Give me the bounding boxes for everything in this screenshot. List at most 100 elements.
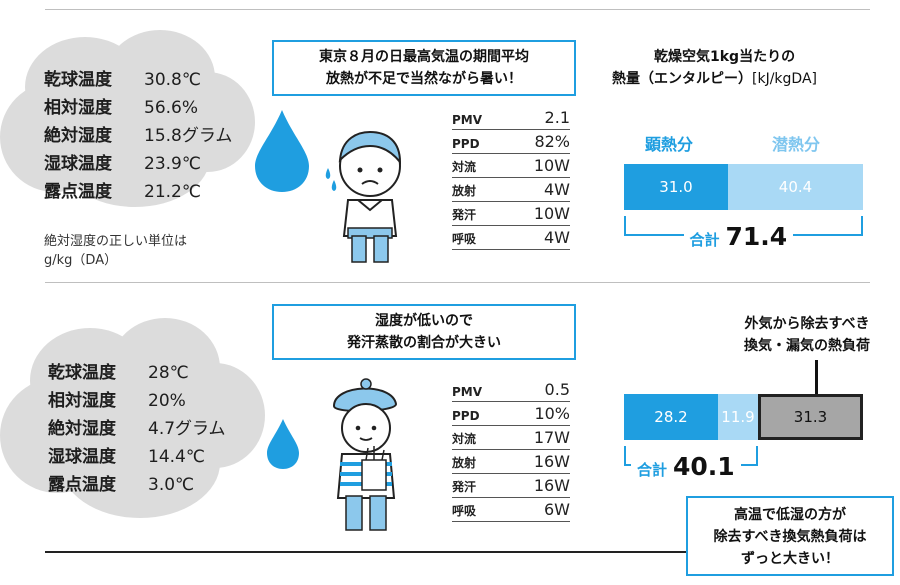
ventilation-load-label: 外気から除去すべき 換気・漏気の熱負荷 bbox=[722, 313, 892, 357]
top-speech-line2: 放熱が不足で当然ながら暑い！ bbox=[326, 71, 522, 87]
bottom-speech-line1: 湿度が低いので bbox=[375, 313, 473, 329]
unit-note-line2: g/kg（DA） bbox=[44, 253, 118, 268]
condition-value: 3.0℃ bbox=[148, 475, 195, 495]
callout-box: 高温で低湿の方が 除去すべき換気熱負荷は ずっと大きい！ bbox=[686, 496, 894, 576]
bar-value-label: 28.2 bbox=[654, 408, 688, 426]
condition-row: 露点温度 3.0℃ bbox=[48, 471, 226, 499]
condition-label: 絶対湿度 bbox=[44, 126, 112, 146]
ventilation-load-label-line1: 外気から除去すべき bbox=[744, 316, 870, 332]
condition-row: 乾球温度 30.8℃ bbox=[44, 66, 232, 94]
bottom-speech-line2: 発汗蒸散の割合が大きい bbox=[347, 335, 501, 351]
bottom-bar-sensible: 28.2 bbox=[624, 394, 718, 440]
comfort-value: 10% bbox=[534, 404, 570, 423]
bar-value-label: 40.4 bbox=[778, 178, 813, 196]
comfort-row: 呼吸 4W bbox=[452, 226, 570, 250]
comfort-value: 0.5 bbox=[544, 380, 570, 399]
comfort-row: PMV 2.1 bbox=[452, 106, 570, 130]
condition-label: 相対湿度 bbox=[48, 391, 116, 411]
condition-row: 湿球温度 14.4℃ bbox=[48, 443, 226, 471]
condition-label: 露点温度 bbox=[44, 182, 112, 202]
comfort-row: 対流 10W bbox=[452, 154, 570, 178]
enthalpy-title: 乾燥空気1kg当たりの 熱量（エンタルピー）[kJ/kgDA] bbox=[612, 46, 817, 90]
condition-label: 乾球温度 bbox=[44, 70, 112, 90]
condition-label: 湿球温度 bbox=[48, 447, 116, 467]
callout-line3: ずっと大きい！ bbox=[741, 551, 839, 567]
comfort-value: 4W bbox=[544, 228, 570, 247]
middle-rule bbox=[45, 282, 870, 283]
total-label: 合計 bbox=[637, 461, 668, 479]
top-conditions: 乾球温度 30.8℃ 相対湿度 56.6% 絶対湿度 15.8グラム 湿球温度 23.9… bbox=[44, 66, 232, 206]
bottom-bar-latent: 11.9 bbox=[718, 394, 758, 440]
bottom-rule bbox=[45, 551, 870, 553]
comfort-value: 10W bbox=[533, 156, 570, 175]
comfort-key: 発汗 bbox=[452, 208, 477, 222]
callout-line1: 高温で低湿の方が bbox=[734, 507, 846, 523]
bottom-conditions: 乾球温度 28℃ 相対湿度 20% 絶対湿度 4.7グラム 湿球温度 14.4℃ 露点温… bbox=[48, 359, 226, 499]
top-bar-sensible: 31.0 bbox=[624, 164, 728, 210]
total-value: 71.4 bbox=[725, 222, 788, 251]
enthalpy-title-main: 熱量（エンタルピー） bbox=[612, 71, 752, 87]
enthalpy-unit: [kJ/kgDA] bbox=[752, 71, 817, 87]
unit-note: 絶対湿度の正しい単位は g/kg（DA） bbox=[44, 232, 187, 270]
top-speech-box: 東京８月の日最高気温の期間平均 放熱が不足で当然ながら暑い！ bbox=[272, 40, 576, 96]
comfort-row: 発汗 10W bbox=[452, 202, 570, 226]
condition-value: 28℃ bbox=[148, 363, 189, 383]
top-cloud bbox=[0, 22, 260, 222]
comfort-key: 呼吸 bbox=[452, 232, 477, 246]
comfort-row: PPD 82% bbox=[452, 130, 570, 154]
comfort-row: 発汗 16W bbox=[452, 474, 570, 498]
comfort-key: 放射 bbox=[452, 456, 477, 470]
condition-value: 56.6% bbox=[144, 98, 199, 118]
condition-row: 相対湿度 20% bbox=[48, 387, 226, 415]
bar-value-label: 31.0 bbox=[659, 178, 693, 196]
comfort-key: 放射 bbox=[452, 184, 477, 198]
condition-row: 湿球温度 23.9℃ bbox=[44, 150, 232, 178]
condition-row: 絶対湿度 15.8グラム bbox=[44, 122, 232, 150]
enthalpy-title-line2: 熱量（エンタルピー）[kJ/kgDA] bbox=[612, 68, 817, 90]
comfort-value: 17W bbox=[533, 428, 570, 447]
total-value: 40.1 bbox=[673, 452, 735, 481]
comfort-key: PMV bbox=[452, 113, 483, 127]
comfort-value: 82% bbox=[534, 132, 570, 151]
comfort-key: 対流 bbox=[452, 160, 477, 174]
small-drop-icon bbox=[267, 419, 299, 469]
comfort-key: PMV bbox=[452, 385, 483, 399]
bar-value-label: 31.3 bbox=[793, 408, 828, 426]
comfort-value: 10W bbox=[533, 204, 570, 223]
ventilation-load-label-line2: 換気・漏気の熱負荷 bbox=[744, 338, 870, 354]
load-pointer-line bbox=[815, 360, 818, 394]
comfort-value: 4W bbox=[544, 180, 570, 199]
condition-value: 15.8グラム bbox=[144, 126, 233, 146]
bottom-speech-box: 湿度が低いので 発汗蒸散の割合が大きい bbox=[272, 304, 576, 360]
bottom-cloud bbox=[0, 318, 270, 528]
comfort-row: 放射 16W bbox=[452, 450, 570, 474]
condition-label: 乾球温度 bbox=[48, 363, 116, 383]
comfort-key: 対流 bbox=[452, 432, 477, 446]
comfort-value: 16W bbox=[533, 476, 570, 495]
comfort-row: 呼吸 6W bbox=[452, 498, 570, 522]
total-label: 合計 bbox=[689, 231, 720, 249]
top-total: 合計 71.4 bbox=[683, 222, 794, 251]
bottom-bar-ventilation-load: 31.3 bbox=[758, 394, 863, 440]
top-bar-latent: 40.4 bbox=[728, 164, 863, 210]
comfort-row: PPD 10% bbox=[452, 402, 570, 426]
comfort-value: 16W bbox=[533, 452, 570, 471]
condition-label: 相対湿度 bbox=[44, 98, 112, 118]
comfort-row: 対流 17W bbox=[452, 426, 570, 450]
comfort-key: 発汗 bbox=[452, 480, 477, 494]
condition-row: 露点温度 21.2℃ bbox=[44, 178, 232, 206]
comfort-key: PPD bbox=[452, 409, 480, 423]
condition-value: 21.2℃ bbox=[144, 182, 201, 202]
comfort-key: 呼吸 bbox=[452, 504, 477, 518]
condition-row: 乾球温度 28℃ bbox=[48, 359, 226, 387]
condition-value: 23.9℃ bbox=[144, 154, 201, 174]
condition-label: 湿球温度 bbox=[44, 154, 112, 174]
top-comfort-table: PMV 2.1 PPD 82% 対流 10W 放射 4W 発汗 10W 呼吸 4W bbox=[452, 106, 570, 250]
condition-value: 20% bbox=[148, 391, 186, 411]
condition-row: 相対湿度 56.6% bbox=[44, 94, 232, 122]
comfort-value: 6W bbox=[544, 500, 570, 519]
callout-line2: 除去すべき換気熱負荷は bbox=[713, 529, 867, 545]
comfort-key: PPD bbox=[452, 137, 480, 151]
bar-value-label: 11.9 bbox=[721, 408, 755, 426]
top-rule bbox=[45, 9, 870, 10]
